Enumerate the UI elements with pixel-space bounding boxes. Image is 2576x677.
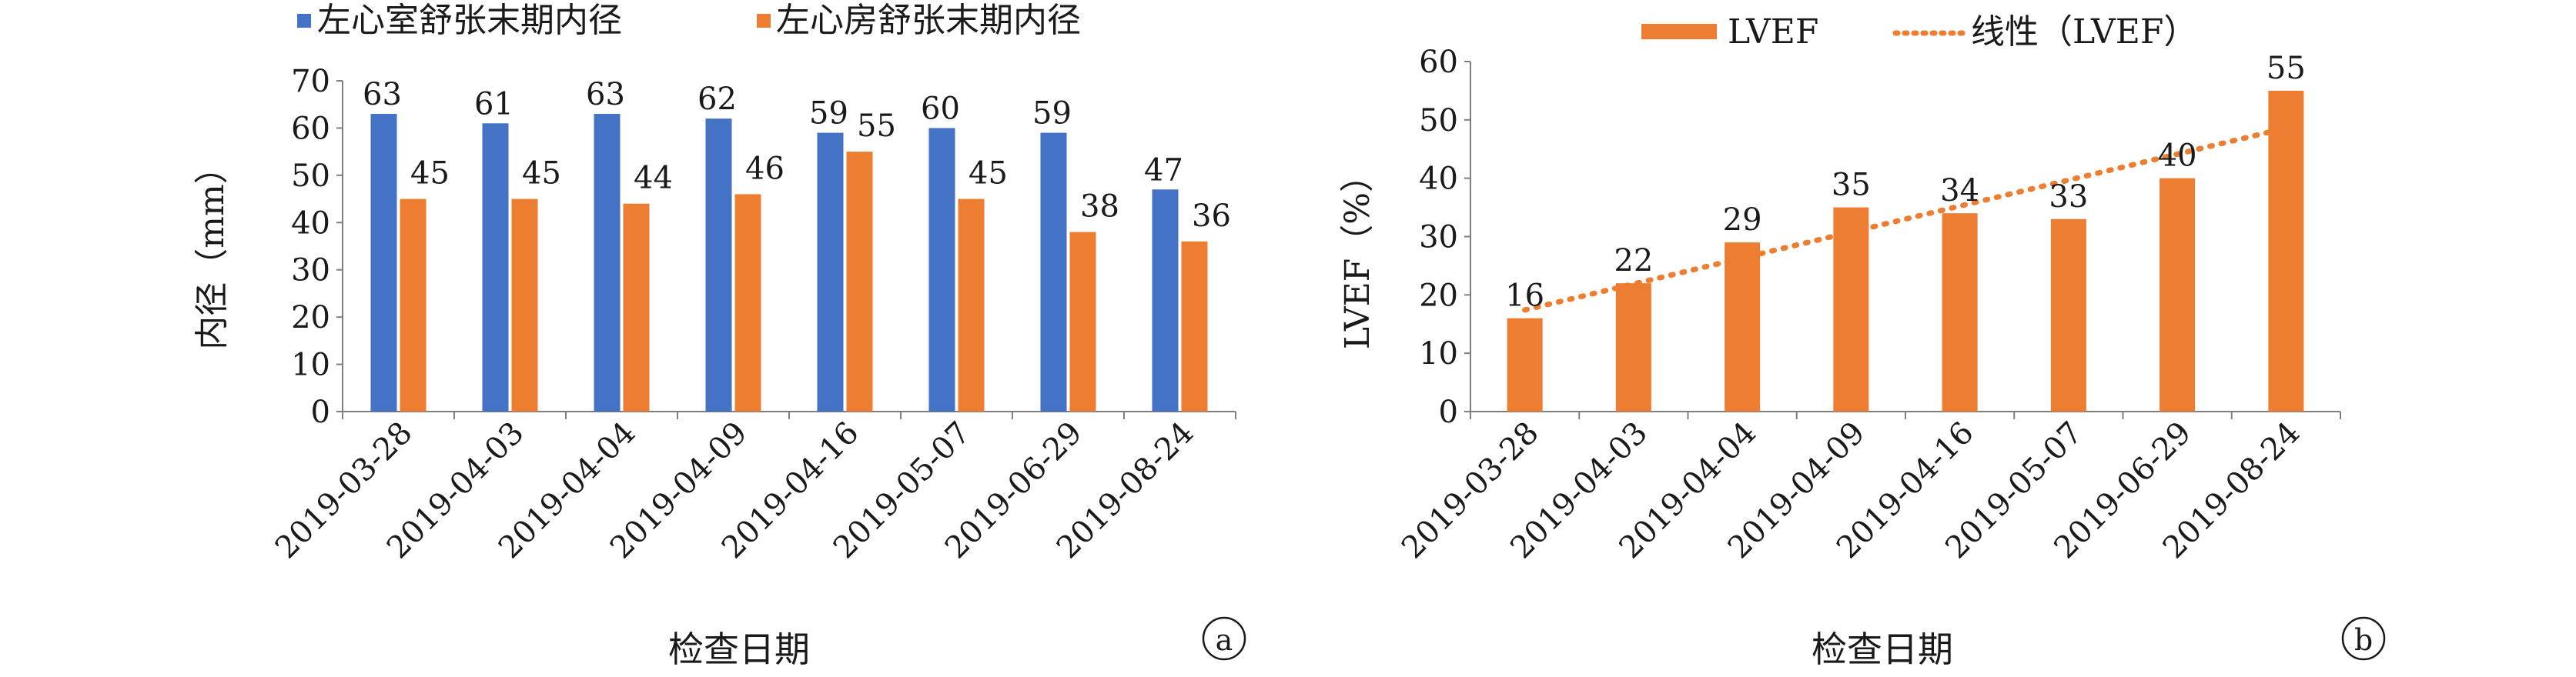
bar-lv [1040,132,1067,412]
data-label-la: 46 [745,151,785,186]
bar-lvef [1833,207,1869,412]
bar-lvef [1942,213,1978,412]
data-label-lv: 60 [921,91,960,126]
data-labels-b: 16 22 29 35 34 33 40 55 [1505,51,2306,314]
bar-lv [482,123,509,412]
data-label-lv: 62 [698,82,737,117]
bar-la [958,198,985,412]
x-tick-labels-a: 2019-03-282019-04-032019-04-042019-04-09… [269,415,1201,566]
data-label-la: 44 [634,161,673,196]
bar-lvef [1507,318,1543,412]
bar-lv [370,114,397,412]
bar-lv [928,128,955,412]
data-label-la: 36 [1192,198,1231,234]
panel-marker-b: b [2341,616,2386,661]
data-label-la: 45 [969,156,1008,192]
bar-la [1181,241,1208,412]
data-label-lvef: 33 [2049,179,2088,215]
chart-a-left-ventricle-atrium-diameter: 左心室舒张末期内径 左心房舒张末期内径 0 10 20 30 40 50 60 70 63 45… [192,1,1246,670]
bar-lvef [2050,218,2086,412]
y-tick-label-a: 0 [311,395,330,430]
bar-lv [817,132,844,412]
data-label-lv: 59 [809,96,848,132]
legend-swatch-lv [297,14,311,28]
axes-b: 0 10 20 30 40 50 60 [1419,45,2341,430]
y-tick-label-a: 10 [291,348,330,383]
panel-marker-letter-a: a [1216,623,1233,657]
data-label-la: 45 [522,156,561,192]
trendline-b [1522,125,2289,313]
bar-lvef [1615,283,1651,412]
bar-la [400,198,427,412]
data-label-lv: 61 [474,86,514,122]
y-axis-label-a: 内径（mm） [192,150,232,349]
data-label-la: 38 [1080,189,1119,225]
y-tick-label-b: 20 [1419,278,1458,313]
y-tick-label-a: 60 [291,111,330,146]
bar-lv [705,118,732,412]
data-label-lv: 59 [1032,96,1072,132]
legend-a: 左心室舒张末期内径 左心房舒张末期内径 [297,1,1081,40]
data-label-lvef: 35 [1832,168,1871,203]
y-tick-label-b: 60 [1419,45,1458,80]
bar-lvef [2268,90,2304,412]
trendline-lvef [1522,125,2289,313]
bars-b [1507,90,2304,412]
y-tick-label-b: 30 [1419,220,1458,255]
legend-label-lv: 左心室舒张末期内径 [317,1,622,40]
y-tick-label-a: 50 [291,158,330,194]
y-tick-label-a: 30 [291,253,330,288]
bar-la [623,203,650,412]
bar-lv [1152,189,1179,412]
bar-la [511,198,538,412]
data-label-la: 55 [857,108,896,144]
panel-marker-a: a [1202,616,1246,661]
x-axis-label-b: 检查日期 [1812,629,1953,670]
data-label-lv: 63 [363,77,402,112]
legend-label-la: 左心房舒张末期内径 [776,1,1081,40]
y-tick-label-a: 70 [291,64,330,99]
x-axis-label-a: 检查日期 [668,629,810,670]
panel-marker-letter-b: b [2354,623,2373,657]
data-label-lvef: 40 [2158,138,2197,174]
y-tick-label-b: 40 [1419,162,1458,197]
legend-swatch-la [757,14,771,28]
chart-b-lvef: LVEF 线性（LVEF） 0 10 20 30 40 50 60 16 22 29 35 34 33… [1338,12,2386,670]
bar-la [1069,232,1096,412]
panel-marker-circle-b [2341,616,2386,661]
legend-swatch-lvef [1641,24,1717,39]
legend-b: LVEF 线性（LVEF） [1641,12,2197,52]
bar-lv [594,114,621,412]
data-label-lvef: 22 [1614,243,1653,278]
panel-marker-circle-a [1202,616,1246,661]
y-tick-label-b: 10 [1419,336,1458,372]
y-tick-label-a: 40 [291,205,330,241]
x-tick-labels-b: 2019-03-282019-04-032019-04-042019-04-09… [1395,415,2307,566]
data-label-lv: 47 [1144,152,1183,188]
y-tick-label-b: 0 [1439,395,1458,430]
bar-la [846,152,873,412]
data-label-la: 45 [410,156,450,192]
y-axis-label-b: LVEF（%） [1338,158,1377,349]
axes-a: 0 10 20 30 40 50 60 70 [291,64,1236,430]
bar-la [734,194,761,412]
data-label-lvef: 34 [1940,173,1979,208]
data-label-lvef: 29 [1723,202,1762,238]
legend-label-lvef: LVEF [1728,12,1818,52]
y-tick-label-b: 50 [1419,103,1458,138]
data-label-lvef: 55 [2267,51,2306,86]
legend-label-trend: 线性（LVEF） [1971,12,2197,52]
data-label-lv: 63 [586,77,625,112]
bar-lvef [2159,178,2196,412]
data-label-lvef: 16 [1505,278,1544,314]
y-tick-label-a: 20 [291,300,330,335]
bars-a [370,114,1208,412]
bar-lvef [1725,242,1761,412]
